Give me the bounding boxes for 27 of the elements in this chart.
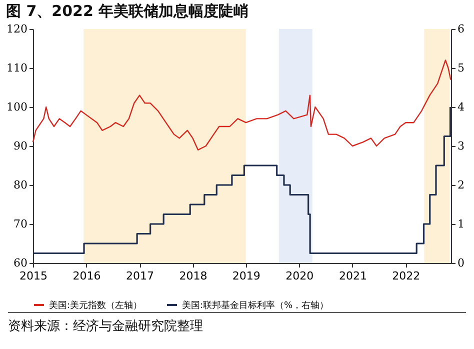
y2-tick-label: 4 [458,100,464,114]
legend-label: 美国:联邦基金目标利率（%，右轴） [182,300,329,311]
x-tick-label: 2019 [232,270,260,282]
y-tick-label: 120 [6,22,28,36]
x-tick-label: 2021 [338,270,367,282]
x-tick-label: 2017 [126,270,154,282]
x-tick-label: 2018 [179,270,208,282]
x-tick-label: 2020 [286,270,314,282]
y-tick-label: 100 [6,100,28,114]
y-tick-label: 70 [14,218,28,230]
y2-tick-label: 6 [458,22,464,36]
x-tick-label: 2016 [72,270,101,282]
y2-tick-label: 0 [458,256,464,270]
y2-tick-label: 1 [458,218,464,230]
y-tick-label: 80 [14,178,28,192]
text: 资料来源：经济与金融研究院整理 [8,312,466,335]
y-tick-label: 90 [14,140,28,152]
y-tick-label: 60 [14,256,28,270]
x-tick-label: 2022 [392,270,420,282]
legend-label: 美国:美元指数（左轴） [49,300,142,311]
x-tick-label: 2015 [20,270,48,282]
y2-tick-label: 5 [458,62,464,74]
chart-title: 图 7、2022 年美联储加息幅度陡峭 [6,2,249,20]
line-series [32,60,452,150]
y2-tick-label: 2 [458,178,464,192]
y2-tick-label: 3 [458,140,464,152]
y-tick-label: 110 [6,62,28,74]
